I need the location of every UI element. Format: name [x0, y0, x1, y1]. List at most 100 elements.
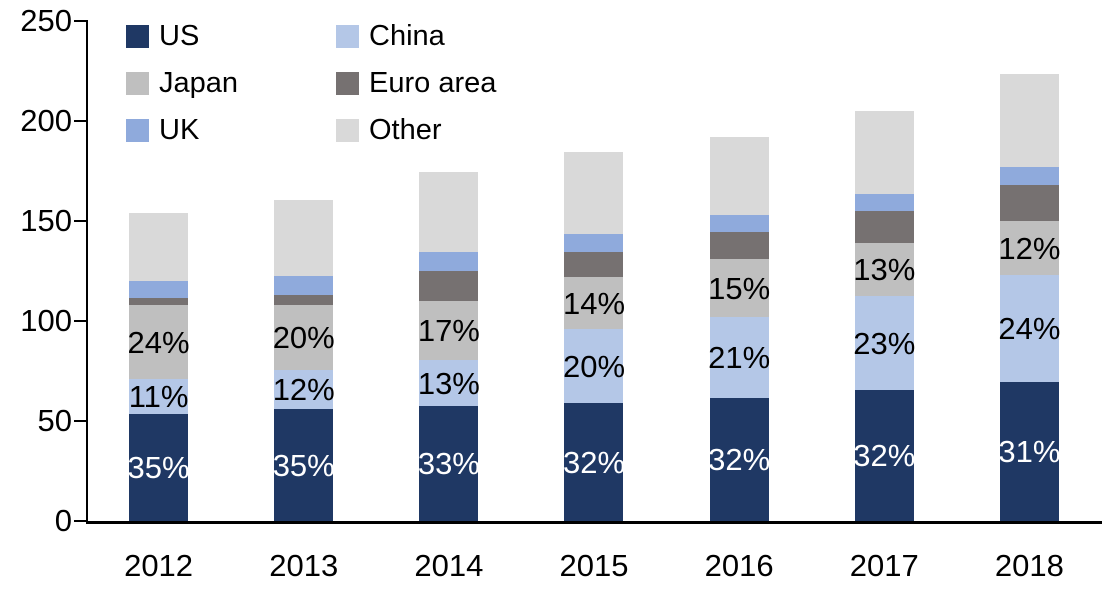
y-axis-tick-100 — [74, 320, 87, 322]
bar-segment-china-2013: 12% — [272, 370, 335, 409]
x-axis-label-2014: 2014 — [414, 548, 484, 583]
y-axis-label-250: 250 — [20, 3, 72, 38]
y-axis-label-50: 50 — [37, 403, 72, 438]
bar-label-china-2018: 24% — [998, 311, 1061, 346]
bar-segment-uk-2015 — [564, 234, 624, 252]
bar-segment-china-2015: 20% — [562, 329, 626, 403]
legend-swatch-other — [336, 119, 359, 142]
x-axis-label-2013: 2013 — [269, 548, 339, 583]
bar-segment-uk-2012 — [129, 281, 189, 298]
bar-segment-other-2016 — [709, 137, 769, 215]
y-axis-tick-200 — [74, 120, 87, 122]
bar-segment-other-2012 — [129, 213, 189, 281]
bar-label-japan-2017: 13% — [853, 252, 916, 287]
x-axis-label-2018: 2018 — [994, 548, 1064, 583]
bar-column-2018: 31% 24% 12% — [957, 21, 1102, 521]
bar-label-us-2013: 35% — [272, 447, 335, 483]
legend-swatch-us — [126, 25, 149, 48]
bar-segment-china-2018: 24% — [998, 275, 1061, 382]
bar-column-2016: 32% 21% 15% — [667, 21, 812, 521]
legend-swatch-uk — [126, 119, 149, 142]
legend-item-japan: Japan — [126, 67, 336, 100]
bar-label-us-2015: 32% — [562, 444, 626, 480]
bar-2018: 31% 24% 12% — [998, 74, 1061, 521]
bar-column-2017: 32% 23% 13% — [812, 21, 957, 521]
bar-label-china-2012: 11% — [128, 379, 189, 414]
bar-column-2012: 35% 11% 24% — [86, 21, 231, 521]
legend-label-other: Other — [369, 114, 442, 146]
bar-segment-euro-area-2012 — [129, 298, 189, 305]
legend: US China Japan Euro area UK Other — [126, 13, 496, 154]
legend-label-japan: Japan — [159, 67, 239, 99]
bar-segment-uk-2014 — [419, 252, 479, 271]
legend-item-china: China — [336, 20, 496, 53]
bar-segment-japan-2014: 17% — [418, 301, 480, 360]
bar-label-china-2013: 12% — [272, 372, 335, 407]
y-axis-label-150: 150 — [20, 203, 72, 238]
bar-segment-euro-area-2018 — [999, 185, 1059, 221]
bar-segment-china-2016: 21% — [708, 317, 771, 398]
bar-segment-us-2012: 35% — [127, 414, 190, 521]
bar-label-china-2016: 21% — [708, 340, 771, 375]
bar-segment-other-2017 — [854, 111, 914, 194]
legend-swatch-china — [336, 25, 359, 48]
bar-segment-china-2017: 23% — [853, 296, 915, 390]
x-axis-label-2016: 2016 — [704, 548, 774, 583]
bar-segment-us-2013: 35% — [272, 409, 335, 521]
bar-segment-japan-2015: 14% — [562, 277, 626, 329]
bar-segment-china-2014: 13% — [418, 360, 480, 406]
bar-segment-euro-area-2015 — [564, 252, 624, 277]
x-axis-label-2017: 2017 — [849, 548, 919, 583]
bar-segment-japan-2012: 24% — [128, 305, 190, 379]
legend-swatch-japan — [126, 72, 149, 95]
legend-item-euro-area: Euro area — [336, 67, 496, 100]
bar-2017: 32% 23% 13% — [853, 111, 916, 521]
bar-segment-uk-2013 — [274, 276, 334, 295]
bar-label-us-2014: 33% — [417, 446, 480, 481]
y-axis-line — [86, 20, 88, 524]
bar-column-2013: 35% 12% 20% — [231, 21, 376, 521]
bar-segment-china-2012: 11% — [129, 379, 188, 414]
bar-segment-uk-2016 — [709, 215, 769, 232]
legend-label-euro-area: Euro area — [369, 67, 497, 99]
bar-2012: 35% 11% 24% — [127, 213, 190, 521]
bar-segment-japan-2018: 12% — [998, 221, 1061, 275]
bar-label-japan-2016: 15% — [708, 270, 771, 306]
bar-segment-uk-2017 — [854, 194, 914, 211]
y-axis-tick-50 — [74, 420, 87, 422]
bar-segment-euro-area-2017 — [854, 211, 914, 243]
x-axis-label-2015: 2015 — [559, 548, 629, 583]
bar-segment-japan-2013: 20% — [272, 305, 335, 370]
bar-segment-uk-2018 — [999, 167, 1059, 185]
bar-segment-other-2013 — [274, 200, 334, 276]
x-axis-label-2012: 2012 — [124, 548, 194, 583]
x-axis-labels: 2012 2013 2014 2015 2016 2017 2018 — [86, 548, 1102, 584]
bar-2013: 35% 12% 20% — [272, 200, 335, 521]
y-axis-label-0: 0 — [54, 503, 72, 538]
bar-label-japan-2013: 20% — [272, 320, 335, 355]
bar-segment-other-2014 — [419, 172, 479, 252]
bar-label-china-2015: 20% — [562, 348, 626, 384]
bar-label-japan-2018: 12% — [998, 230, 1061, 266]
bar-label-us-2016: 32% — [708, 442, 771, 477]
bar-segment-us-2018: 31% — [998, 382, 1061, 521]
legend-item-other: Other — [336, 114, 496, 147]
bar-label-us-2018: 31% — [998, 434, 1061, 469]
bar-label-us-2012: 35% — [127, 450, 190, 485]
y-axis-label-100: 100 — [20, 303, 72, 338]
y-axis-tick-250 — [74, 20, 87, 22]
legend-swatch-euro-area — [336, 72, 359, 95]
y-axis-tick-0 — [74, 520, 87, 522]
bar-segment-japan-2017: 13% — [853, 243, 916, 296]
legend-label-china: China — [369, 20, 445, 52]
legend-label-us: US — [159, 20, 200, 52]
legend-item-us: US — [126, 20, 336, 53]
bar-label-japan-2015: 14% — [562, 285, 626, 321]
bar-segment-euro-area-2013 — [274, 295, 334, 305]
bar-2015: 32% 20% 14% — [562, 152, 626, 521]
bar-segment-other-2015 — [564, 152, 624, 234]
y-axis-label-200: 200 — [20, 103, 72, 138]
bar-segment-other-2018 — [999, 74, 1059, 167]
legend-label-uk: UK — [159, 114, 200, 146]
